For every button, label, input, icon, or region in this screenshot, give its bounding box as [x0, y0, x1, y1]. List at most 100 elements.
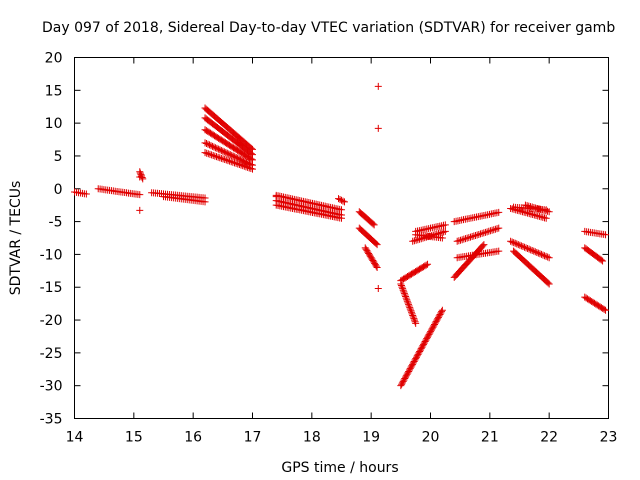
data-point [466, 233, 474, 241]
data-point [527, 246, 535, 254]
data-point [600, 305, 608, 313]
data-point [460, 235, 468, 243]
data-point [372, 262, 380, 270]
x-tick-label: 15 [125, 430, 143, 446]
data-point [400, 376, 408, 384]
data-point [227, 158, 235, 166]
data-point [205, 141, 213, 149]
x-tick-label: 14 [66, 430, 84, 446]
data-point [136, 206, 144, 214]
data-point [412, 355, 420, 363]
data-point [373, 264, 381, 272]
data-point [424, 260, 432, 268]
data-point [438, 234, 446, 242]
data-point [401, 375, 409, 383]
data-point [511, 239, 519, 247]
data-point [373, 241, 381, 249]
data-point [436, 310, 444, 318]
data-point [372, 240, 380, 248]
data-point [243, 158, 251, 166]
data-point [410, 237, 418, 245]
data-point [522, 244, 530, 252]
data-point [431, 320, 439, 328]
data-point [409, 311, 417, 319]
data-point [510, 239, 518, 247]
data-point [239, 162, 247, 170]
data-point [219, 147, 227, 155]
data-point [402, 294, 410, 302]
data-point [493, 225, 501, 233]
data-point [517, 242, 525, 250]
data-point [475, 230, 483, 238]
data-point [241, 158, 249, 166]
data-point [398, 283, 406, 291]
data-point [602, 306, 610, 314]
y-tick-label: 15 [45, 83, 63, 99]
data-point [204, 140, 212, 148]
data-point [403, 297, 411, 305]
data-point [434, 315, 442, 323]
data-point [399, 285, 407, 293]
data-point [237, 161, 245, 169]
data-point [531, 248, 539, 256]
chart-title: Day 097 of 2018, Sidereal Day-to-day VTE… [42, 20, 615, 36]
data-point [534, 249, 542, 257]
data-point [336, 195, 344, 203]
data-point [490, 226, 498, 234]
data-point [486, 227, 494, 235]
data-point [406, 304, 414, 312]
data-point [410, 315, 418, 323]
data-point [404, 369, 412, 377]
data-point [397, 282, 405, 290]
data-point [417, 345, 425, 353]
data-point [209, 152, 217, 160]
data-point [409, 360, 417, 368]
data-point [441, 221, 449, 229]
data-point [488, 226, 496, 234]
data-point [221, 155, 229, 163]
data-point [429, 323, 437, 331]
y-tick-label: -20 [40, 313, 63, 329]
y-tick-label: -5 [49, 215, 63, 231]
y-tick-label: 10 [45, 116, 63, 132]
data-point [516, 241, 524, 249]
data-point [412, 319, 420, 327]
data-point [400, 289, 408, 297]
data-point [245, 164, 253, 172]
data-point [228, 151, 236, 159]
data-point [462, 235, 470, 243]
data-point [406, 365, 414, 373]
data-point [410, 316, 418, 324]
data-point [201, 139, 209, 147]
data-point [465, 234, 473, 242]
y-tick-label: 20 [45, 51, 63, 67]
data-point [203, 149, 211, 157]
data-point [409, 359, 417, 367]
data-point [530, 247, 538, 255]
data-point [217, 154, 225, 162]
data-point [420, 339, 428, 347]
data-point [476, 230, 484, 238]
data-point [222, 149, 230, 157]
data-point [599, 257, 607, 265]
data-point [232, 159, 240, 167]
data-point [406, 305, 414, 313]
data-point [219, 155, 227, 163]
data-point [438, 306, 446, 314]
data-point [136, 191, 144, 199]
data-point [414, 350, 422, 358]
data-point [425, 330, 433, 338]
data-point [495, 208, 503, 216]
data-point [405, 367, 413, 375]
data-point [514, 241, 522, 249]
y-tick-label: 5 [54, 149, 63, 165]
data-point [242, 163, 250, 171]
y-tick-label: -10 [40, 247, 63, 263]
data-point [458, 236, 466, 244]
x-tick-label: 19 [362, 430, 380, 446]
data-point [369, 220, 377, 228]
data-point [428, 325, 436, 333]
data-point [207, 142, 215, 150]
data-point [408, 362, 416, 370]
